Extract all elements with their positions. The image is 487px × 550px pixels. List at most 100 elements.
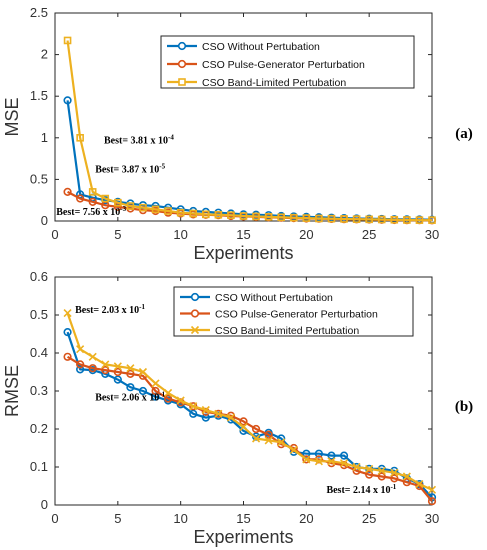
data-point [176, 208, 185, 217]
data-point [365, 464, 374, 473]
data-point [76, 360, 85, 369]
data-point [214, 409, 223, 418]
data-point [315, 214, 323, 223]
best-annotation: Best= 3.87 x 10-5 [95, 163, 165, 176]
x-tick-label: 0 [51, 227, 58, 242]
data-point [302, 214, 311, 222]
data-point [390, 466, 399, 475]
data-point [252, 212, 260, 221]
data-point [314, 449, 324, 458]
data-point [151, 205, 160, 214]
best-annotation-prefix: Best= [75, 305, 102, 316]
data-point [139, 203, 147, 212]
data-point [63, 187, 72, 196]
data-point [252, 434, 261, 443]
best-annotation-exponent: -1 [159, 391, 165, 399]
data-point [377, 464, 386, 474]
data-point [88, 364, 97, 373]
data-point [239, 423, 248, 432]
data-point [239, 212, 248, 220]
best-annotation-value: 7.56 x 10 [83, 207, 121, 218]
data-point [239, 417, 248, 426]
data-point [126, 369, 135, 379]
legend-label: CSO Band-Limited Pertubation [202, 77, 346, 89]
best-annotation-value: 3.81 x 10 [131, 136, 169, 147]
data-point [339, 459, 349, 468]
data-point [377, 472, 386, 481]
data-point [314, 455, 324, 464]
data-point [402, 478, 411, 487]
data-point [352, 462, 361, 472]
data-point [113, 375, 122, 384]
x-tick-label: 0 [51, 511, 58, 526]
data-point [114, 198, 122, 207]
x-tick-label: 5 [114, 511, 121, 526]
series-line [67, 355, 433, 502]
best-annotation-value: 2.06 x 10 [122, 393, 160, 404]
legend-swatch-marker [190, 309, 200, 318]
y-tick-label: 2 [41, 47, 48, 62]
data-point [227, 211, 235, 219]
best-annotation: Best= 7.56 x 10-3 [56, 205, 126, 218]
data-point [302, 455, 311, 464]
data-point [101, 360, 110, 369]
data-point [126, 202, 135, 210]
y-tick-label: 0.5 [30, 171, 48, 186]
data-point [76, 134, 84, 142]
legend-box [160, 35, 415, 89]
legend-label: CSO Pulse-Generator Perturbation [202, 59, 365, 71]
legend-swatch-marker [190, 325, 200, 335]
data-point [214, 210, 223, 219]
rmse-chart-panel: 0 5 10 15 20 25 30 0 0.1 0.2 0.3 0.4 0.5 0.6 Experimen… [2, 269, 473, 547]
data-point [314, 457, 323, 466]
data-point [76, 345, 85, 354]
data-point [101, 194, 110, 203]
data-point [138, 386, 148, 396]
data-point [126, 383, 135, 392]
legend-label: CSO Band-Limited Pertubation [215, 325, 359, 337]
data-point [340, 215, 348, 223]
legend-swatch-marker [177, 41, 187, 51]
data-point [202, 210, 210, 219]
data-point [427, 485, 437, 494]
data-point [126, 364, 135, 373]
data-point [226, 413, 235, 422]
x-tick-label: 15 [236, 227, 250, 242]
y-tick-label: 0.2 [30, 421, 48, 436]
y-tick-label: 0.5 [30, 307, 48, 322]
data-point [201, 405, 210, 415]
data-point [377, 215, 386, 224]
x-tick-label: 20 [299, 511, 313, 526]
legend-label: CSO Without Pertubation [215, 292, 333, 304]
data-point [63, 96, 72, 105]
best-annotation-exponent: -4 [168, 134, 174, 142]
panel-label: (b) [455, 399, 473, 415]
x-tick-label: 15 [236, 511, 250, 526]
best-annotation-prefix: Best= [104, 136, 131, 147]
y-tick-label: 0 [41, 497, 48, 512]
best-annotation: Best= 2.03 x 10-1 [75, 303, 145, 316]
best-annotation-value: 2.03 x 10 [102, 305, 139, 316]
y-tick-label: 1.5 [30, 88, 48, 103]
data-point [63, 309, 72, 318]
data-point [88, 188, 97, 196]
x-tick-label: 20 [299, 227, 313, 242]
data-point [415, 216, 424, 224]
data-point [201, 413, 210, 422]
best-annotation-value: 3.87 x 10 [122, 165, 160, 176]
best-annotation-prefix: Best= [326, 485, 353, 496]
best-annotation-exponent: -1 [139, 303, 145, 311]
data-point [88, 352, 97, 361]
best-annotation-prefix: Best= [95, 393, 122, 404]
data-point [277, 213, 286, 222]
data-point [327, 214, 336, 223]
data-point [176, 396, 185, 405]
data-point [428, 216, 436, 224]
data-point [352, 215, 361, 223]
series-line [66, 312, 433, 491]
data-point [402, 472, 411, 481]
data-point [189, 409, 198, 418]
legend-swatch-marker [190, 292, 200, 302]
x-tick-label: 30 [425, 511, 439, 526]
